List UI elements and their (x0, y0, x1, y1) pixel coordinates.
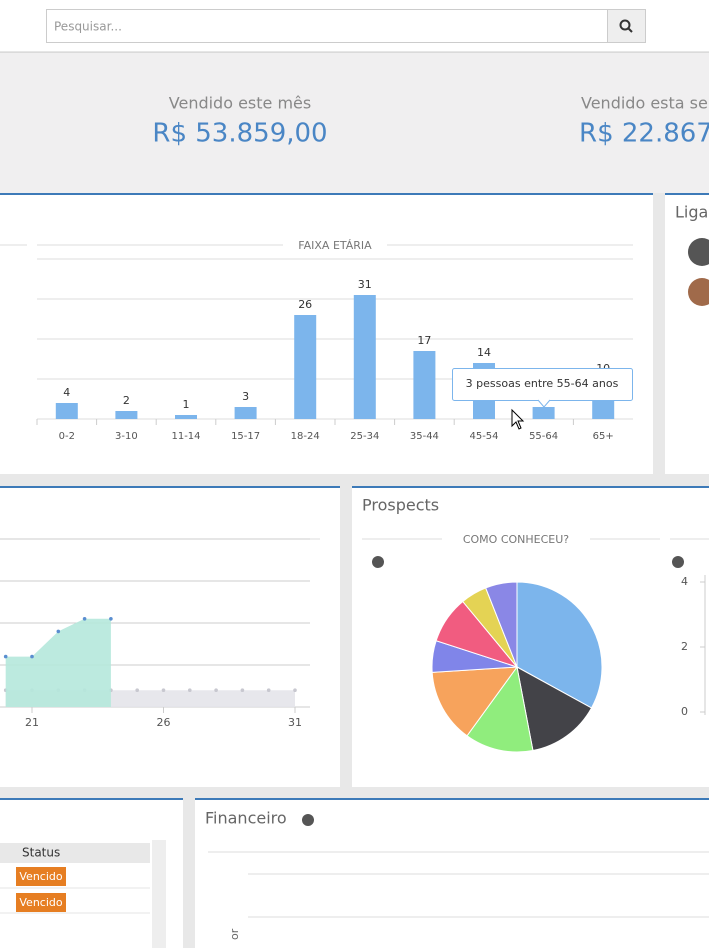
bar (115, 411, 138, 419)
stats-band (0, 53, 709, 193)
bar-label: 1 (183, 398, 190, 411)
bar-label: 31 (358, 278, 372, 291)
info-icon[interactable] (672, 556, 684, 568)
panel-title: Prospects (362, 496, 439, 515)
panel-border (0, 486, 340, 488)
panel-border (665, 193, 709, 195)
point (188, 688, 192, 692)
panel-title: Ligaç (675, 203, 709, 222)
y-tick-label: 2 (681, 640, 688, 653)
point (293, 688, 297, 692)
x-tick-label: 3-10 (115, 431, 138, 442)
panel-border (352, 486, 709, 488)
panel (195, 798, 709, 948)
panel-border (0, 193, 653, 195)
pie-slice (431, 666, 519, 737)
panel-title: Financeiro (205, 809, 287, 828)
pie-slice (466, 665, 534, 753)
bar (353, 295, 376, 419)
x-tick-label: 0-2 (59, 431, 75, 442)
panel-border (195, 798, 709, 800)
point (214, 688, 218, 692)
point (56, 629, 61, 634)
point (30, 654, 34, 659)
point (161, 688, 166, 692)
panel-border (0, 798, 183, 800)
x-tick-label: 65+ (593, 431, 614, 442)
search-icon-handle (627, 27, 633, 33)
bar (234, 407, 257, 419)
chart-title: COMO CONHECEU? (463, 533, 569, 546)
x-tick-label: 55-64 (529, 431, 558, 442)
point (82, 617, 87, 621)
x-tick-label: 45-54 (469, 431, 498, 442)
info-icon[interactable] (302, 814, 314, 826)
status-badge (16, 867, 66, 886)
x-tick-label: 18-24 (291, 431, 320, 442)
x-tick-label: 26 (157, 716, 171, 729)
x-tick-label: 35-44 (410, 431, 439, 442)
x-tick-label: 25-34 (350, 431, 379, 442)
x-tick-label: 21 (25, 716, 39, 729)
bar-label: 17 (417, 334, 431, 347)
pie-slice (516, 666, 593, 752)
bar (294, 315, 317, 419)
point (3, 654, 8, 659)
status-badge (16, 893, 66, 912)
chart-title: FAIXA ETÁRIA (298, 239, 372, 252)
table-header-cell: Status (22, 846, 60, 860)
avatar[interactable] (688, 278, 709, 306)
bar (413, 351, 436, 419)
bar-label: 2 (123, 394, 130, 407)
panel (0, 193, 653, 474)
bar-label: 4 (63, 386, 70, 399)
panel (0, 486, 340, 787)
pie-slice (485, 581, 518, 668)
search-button[interactable] (607, 9, 646, 43)
point (266, 688, 271, 692)
tooltip-pointer (537, 399, 551, 408)
avatar[interactable] (688, 238, 709, 266)
axis-title: or (228, 928, 241, 940)
y-tick-label: 0 (681, 705, 688, 718)
status-text: Vencido (19, 896, 62, 909)
info-icon[interactable] (372, 556, 384, 568)
bar (532, 407, 555, 419)
bar-label: 26 (298, 298, 312, 311)
search-input[interactable] (46, 9, 608, 43)
bar (175, 415, 197, 419)
stat-label: Vendido esta ser (581, 94, 709, 113)
pie-slice (516, 581, 603, 709)
y-tick-label: 4 (681, 575, 688, 588)
cursor (511, 408, 525, 430)
point (135, 688, 139, 692)
search-placeholder: Pesquisar... (54, 20, 122, 34)
stat-label: Vendido este mês (169, 94, 311, 113)
scrollbar[interactable] (152, 840, 166, 948)
status-text: Vencido (19, 870, 62, 883)
area (5, 618, 111, 707)
point (240, 688, 245, 692)
bar-label: 3 (242, 390, 249, 403)
stat-value: R$ 22.867, (579, 119, 709, 149)
search-icon (619, 19, 631, 31)
bar-label: 14 (477, 346, 491, 359)
tooltip-text: 3 pessoas entre 55-64 anos (466, 377, 619, 390)
panel (665, 193, 709, 474)
bar (55, 403, 78, 419)
x-tick-label: 11-14 (171, 431, 200, 442)
stat-value: R$ 53.859,00 (152, 119, 327, 149)
table-header (0, 843, 150, 863)
point (109, 617, 113, 621)
x-tick-label: 15-17 (231, 431, 260, 442)
x-tick-label: 31 (288, 716, 302, 729)
